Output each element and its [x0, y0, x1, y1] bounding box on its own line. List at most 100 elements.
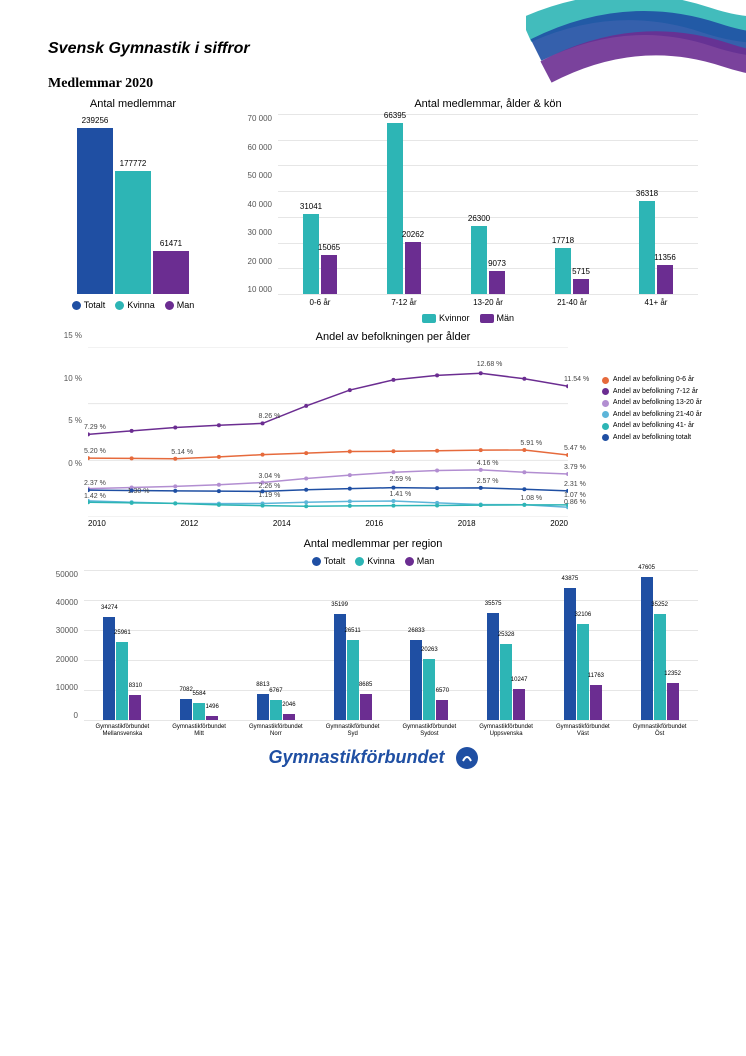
chart3-point — [261, 453, 265, 457]
chart3-annotation: 2.26 % — [259, 483, 281, 490]
legend-label: Andel av befolkning 7-12 år — [613, 387, 698, 398]
footer-logo: Gymnastikförbundet — [48, 747, 698, 769]
chart2-ytick: 50 000 — [238, 171, 272, 180]
chart3-annotation: 2.37 % — [84, 480, 106, 487]
chart1-bar: 177772 — [115, 171, 151, 294]
chart4-bar: 8310 — [129, 695, 141, 720]
chart3-point — [173, 457, 177, 461]
chart4-bar: 1496 — [206, 716, 218, 720]
chart2-bar-value: 17718 — [552, 236, 574, 245]
legend-swatch — [405, 557, 414, 566]
chart2-yaxis: 70 00060 00050 00040 00030 00020 00010 0… — [238, 114, 272, 294]
chart3-yaxis: 15 %10 %5 %0 % — [48, 331, 82, 501]
chart4-bar: 26511 — [347, 640, 359, 720]
legend-swatch — [602, 434, 609, 441]
chart3-annotation: 4.16 % — [477, 460, 499, 467]
chart2-title: Antal medlemmar, ålder & kön — [278, 98, 698, 110]
chart4-bar-value: 2046 — [282, 702, 295, 708]
legend-swatch — [72, 301, 81, 310]
chart3-point — [130, 501, 134, 505]
legend-swatch — [355, 557, 364, 566]
chart4-bar: 8813 — [257, 694, 269, 720]
legend-swatch — [165, 301, 174, 310]
chart3-xlabel: 2014 — [273, 519, 291, 528]
chart3-point — [348, 388, 352, 392]
chart3-point — [391, 504, 395, 508]
chart4-bar-value: 6570 — [436, 688, 449, 694]
chart4-bar-value: 35199 — [331, 602, 348, 608]
chart3-point — [391, 470, 395, 474]
legend-item: Andel av befolkning 21-40 år — [602, 410, 702, 421]
chart-andel-befolkning: 15 %10 %5 %0 % Andel av befolkningen per… — [48, 331, 698, 528]
chart2-ytick: 60 000 — [238, 143, 272, 152]
chart3-point — [173, 489, 177, 493]
chart4-group: 35199265118685 — [334, 614, 372, 720]
chart4-xlabels: GymnastikförbundetMellansvenskaGymnastik… — [48, 724, 698, 737]
chart3-ytick: 5 % — [48, 416, 82, 459]
chart3-point — [435, 373, 439, 377]
legend-label: Man — [417, 556, 435, 566]
chart4-bar-value: 25961 — [114, 630, 131, 636]
chart4-ytick: 50000 — [48, 570, 78, 579]
section-title: Medlemmar 2020 — [48, 76, 698, 92]
chart3-point — [566, 472, 568, 476]
chart1-title: Antal medlemmar — [48, 98, 218, 110]
chart2-bar: 31041 — [303, 214, 319, 294]
chart4-bar-value: 5584 — [192, 691, 205, 697]
chart4-ytick: 20000 — [48, 655, 78, 664]
chart3-annotation: 1.19 % — [259, 492, 281, 499]
chart3-ytick: 10 % — [48, 374, 82, 417]
chart3-point — [173, 425, 177, 429]
chart2-group: 3631811356 — [639, 201, 673, 294]
chart4-group: 708255841496 — [180, 699, 218, 720]
chart4-ytick: 10000 — [48, 683, 78, 692]
chart2-xlabel: 41+ år — [639, 298, 673, 307]
chart2-bar: 11356 — [657, 265, 673, 294]
chart3-point — [435, 469, 439, 473]
chart2-ytick: 30 000 — [238, 228, 272, 237]
chart4-bar-value: 12352 — [664, 671, 681, 677]
legend-swatch — [480, 314, 494, 323]
chart2-bar: 5715 — [573, 279, 589, 294]
chart4-group: 355752532810247 — [487, 613, 525, 720]
legend-item: Totalt — [72, 300, 106, 310]
chart4-bar-value: 25328 — [498, 632, 515, 638]
chart2-group: 6639520262 — [387, 123, 421, 294]
chart3-point — [391, 499, 395, 503]
chart3-point — [217, 483, 221, 487]
chart4-title: Antal medlemmar per region — [48, 538, 698, 550]
chart3-annotation: 3.04 % — [259, 473, 281, 480]
chart2-bar-value: 26300 — [468, 214, 490, 223]
chart2-xlabel: 0-6 år — [303, 298, 337, 307]
legend-label: Kvinna — [127, 300, 155, 310]
chart3-point — [304, 488, 308, 492]
chart3-point — [566, 453, 568, 457]
chart3-line — [88, 488, 568, 492]
chart4-bar-value: 35252 — [651, 602, 668, 608]
chart3-point — [173, 501, 177, 505]
chart2-bars: 3104115065663952026226300907317718571536… — [278, 114, 698, 294]
chart4-bar: 47605 — [641, 577, 653, 720]
chart3-annotation: 7.29 % — [84, 424, 106, 431]
chart4-bar: 12352 — [667, 683, 679, 720]
chart3-xlabel: 2018 — [458, 519, 476, 528]
legend-item: Andel av befolkning 0-6 år — [602, 375, 702, 386]
chart3-annotation: 2.57 % — [477, 478, 499, 485]
legend-swatch — [602, 423, 609, 430]
chart2-bar-value: 20262 — [402, 230, 424, 239]
chart3-point — [304, 500, 308, 504]
chart2-ytick: 20 000 — [238, 257, 272, 266]
chart-region: Antal medlemmar per region TotaltKvinnaM… — [48, 538, 698, 737]
chart3-annotation: 1.08 % — [520, 495, 542, 502]
chart2-bar: 20262 — [405, 242, 421, 294]
chart1-bar-value: 239256 — [82, 116, 109, 125]
chart2-ytick: 40 000 — [238, 200, 272, 209]
chart4-bar-value: 10247 — [511, 677, 528, 683]
chart3-point — [304, 451, 308, 455]
chart3-point — [435, 449, 439, 453]
chart2-bar: 26300 — [471, 226, 487, 294]
chart3-annotation: 2.59 % — [389, 476, 411, 483]
chart3-svg — [88, 347, 568, 517]
legend-item: Kvinna — [355, 556, 395, 566]
chart3-point — [348, 487, 352, 491]
